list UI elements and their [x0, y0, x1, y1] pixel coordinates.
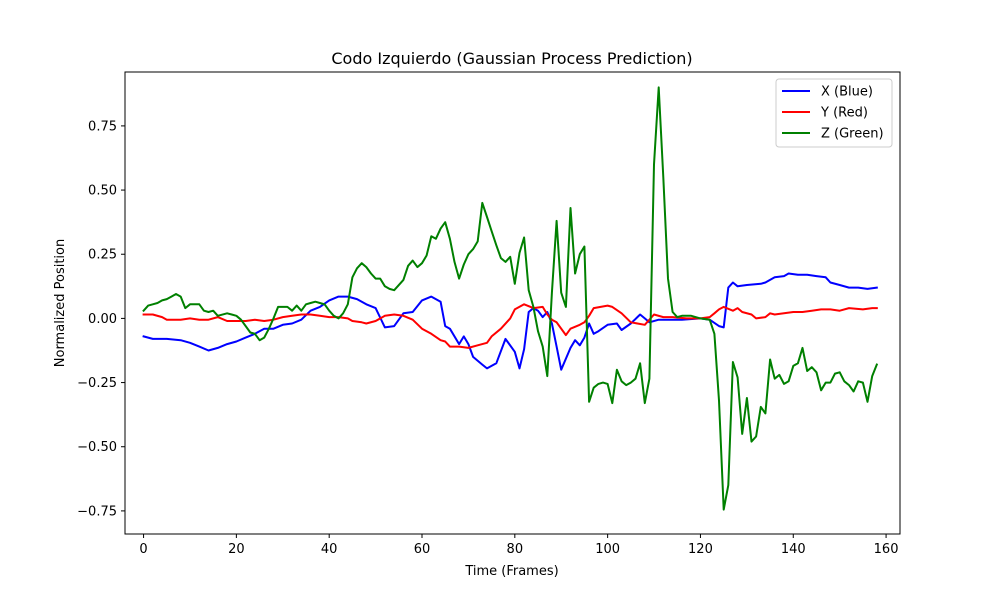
y-tick-label: 0.75	[88, 119, 117, 134]
series-line-3	[142, 86, 879, 511]
x-tick-label: 40	[321, 542, 338, 557]
y-tick-label: 0.50	[88, 184, 117, 199]
y-tick-label: −0.75	[77, 504, 117, 519]
y-axis: −0.75 −0.50 −0.25 0.00 0.25 0.50 0.75	[77, 119, 125, 519]
x-tick-label: 100	[595, 542, 620, 557]
x-axis: 0 20 40 60 80 100 120 140 160	[139, 534, 898, 557]
x-axis-title: Time (Frames)	[464, 564, 558, 579]
legend-box	[775, 78, 893, 148]
x-tick-label: 0	[139, 542, 147, 557]
y-axis-title: Normalized Position	[53, 239, 68, 367]
y-tick-label: −0.25	[77, 376, 117, 391]
x-tick-label: 120	[688, 542, 713, 557]
x-tick-label: 140	[781, 542, 806, 557]
plot-frame	[124, 71, 901, 535]
y-tick-label: 0.25	[88, 248, 117, 263]
x-tick-label: 160	[874, 542, 899, 557]
x-tick-label: 20	[228, 542, 245, 557]
legend-label: Y (Red)	[820, 106, 868, 121]
legend-label: Z (Green)	[821, 127, 884, 142]
x-tick-label: 80	[507, 542, 524, 557]
y-tick-label: −0.50	[77, 440, 117, 455]
series-line-2	[142, 303, 878, 349]
legend-label: X (Blue)	[821, 85, 873, 100]
x-tick-label: 60	[414, 542, 431, 557]
series-layer	[142, 86, 879, 511]
legend: X (Blue) Y (Red) Z (Green)	[775, 78, 893, 148]
y-tick-label: 0.00	[88, 312, 117, 327]
chart-title: Codo Izquierdo (Gaussian Process Predict…	[331, 49, 692, 68]
